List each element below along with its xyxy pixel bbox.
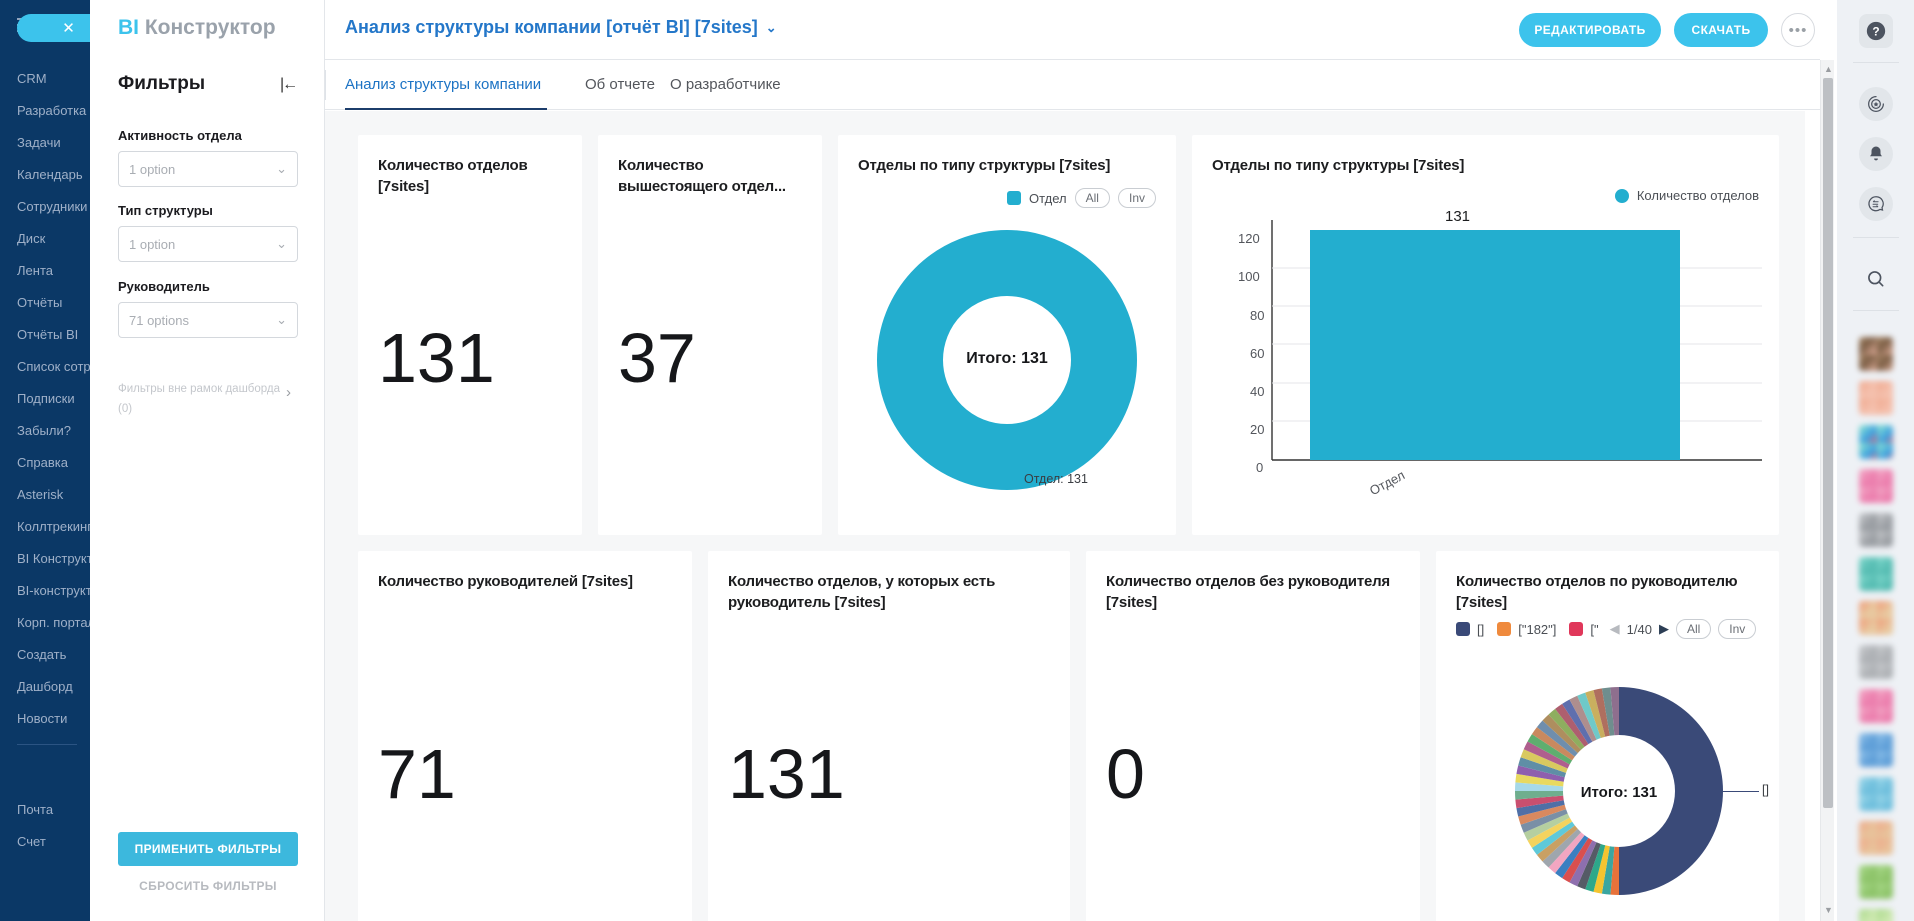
svg-text:?: ? [1872,25,1879,39]
